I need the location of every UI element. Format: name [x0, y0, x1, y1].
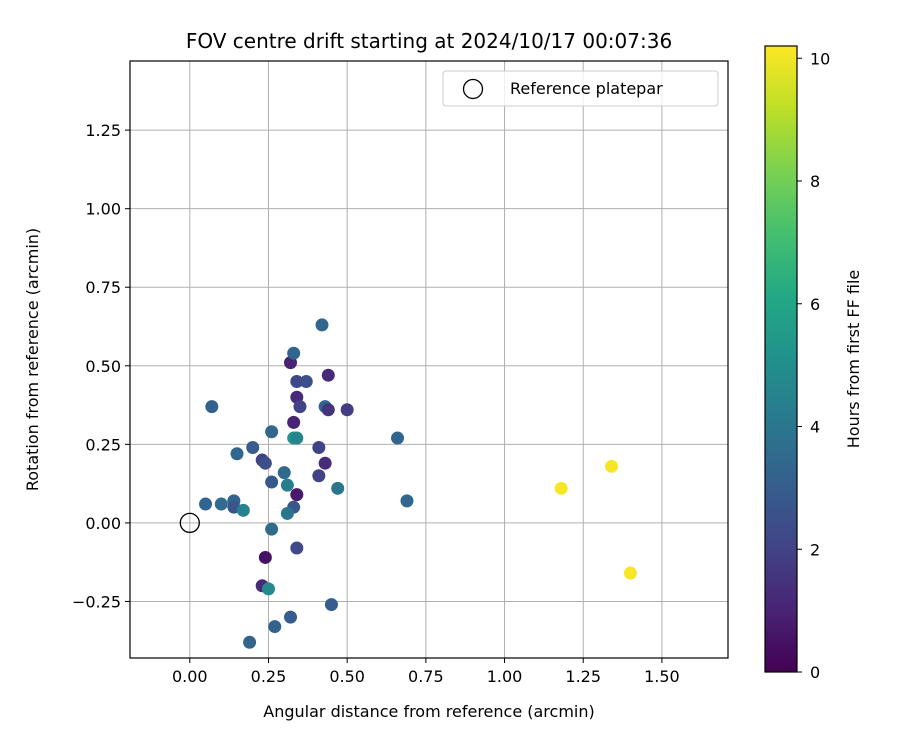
- scatter-point: [299, 374, 313, 388]
- scatter-point: [290, 541, 304, 555]
- colorbar: 0 2 4 6 8 10 Hours from first FF file: [764, 45, 863, 682]
- y-tick-label: −0.25: [72, 592, 121, 611]
- colorbar-tick-label: 10: [810, 49, 830, 68]
- scatter-point: [205, 400, 219, 414]
- y-tick-label: 1.00: [85, 200, 121, 219]
- x-tick-label: 0.50: [329, 667, 365, 686]
- chart-title: FOV centre drift starting at 2024/10/17 …: [186, 29, 672, 53]
- scatter-point: [214, 497, 228, 511]
- scatter-point: [236, 503, 250, 517]
- scatter-point: [554, 481, 568, 495]
- scatter-point: [258, 550, 272, 564]
- x-tick-label: 1.50: [644, 667, 680, 686]
- y-tick-label: 0.50: [85, 357, 121, 376]
- plot-frame: [129, 60, 729, 659]
- y-tick-label: 0.75: [85, 278, 121, 297]
- y-axis-label: Rotation from reference (arcmin): [23, 228, 42, 491]
- scatter-point: [290, 374, 304, 388]
- scatter-point: [246, 440, 260, 454]
- y-tick-label: 0.00: [85, 514, 121, 533]
- scatter-point: [324, 598, 338, 612]
- scatter-point: [280, 506, 294, 520]
- x-tick-label: 1.25: [565, 667, 601, 686]
- scatter-point: [265, 475, 279, 489]
- scatter-point: [321, 368, 335, 382]
- colorbar-tick-label: 4: [810, 418, 820, 437]
- scatter-point: [331, 481, 345, 495]
- x-tick-label: 0.00: [172, 667, 208, 686]
- scatter-point: [280, 478, 294, 492]
- scatter-point: [243, 635, 257, 649]
- scatter-point: [287, 415, 301, 429]
- scatter-point: [312, 469, 326, 483]
- colorbar-gradient: [764, 45, 798, 673]
- scatter-points: [179, 318, 637, 649]
- grid: [130, 61, 728, 658]
- colorbar-tick-label: 8: [810, 172, 820, 191]
- colorbar-tick-label: 2: [810, 540, 820, 559]
- scatter-point: [268, 620, 282, 634]
- colorbar-tick-label: 0: [810, 663, 820, 682]
- scatter-point: [321, 403, 335, 417]
- colorbar-label: Hours from first FF file: [844, 270, 863, 449]
- scatter-point: [284, 610, 298, 624]
- scatter-point: [290, 431, 304, 445]
- scatter-point: [265, 425, 279, 439]
- colorbar-tick-label: 6: [810, 295, 820, 314]
- colorbar-ticks: 0 2 4 6 8 10: [797, 49, 830, 682]
- scatter-point: [315, 318, 329, 332]
- x-axis-ticks: 0.00 0.25 0.50 0.75 1.00 1.25 1.50: [172, 658, 680, 686]
- x-tick-label: 1.00: [487, 667, 523, 686]
- scatter-point: [290, 488, 304, 502]
- scatter-point: [312, 440, 326, 454]
- legend-marker-reference: [462, 78, 484, 100]
- scatter-point: [293, 400, 307, 414]
- scatter-point: [258, 456, 272, 470]
- scatter-point: [605, 459, 619, 473]
- x-tick-label: 0.25: [251, 667, 287, 686]
- scatter-point: [340, 403, 354, 417]
- y-tick-label: 0.25: [85, 435, 121, 454]
- scatter-point: [287, 346, 301, 360]
- x-axis-label: Angular distance from reference (arcmin): [263, 702, 594, 721]
- y-tick-label: 1.25: [85, 121, 121, 140]
- scatter-point: [265, 522, 279, 536]
- scatter-point: [623, 566, 637, 580]
- scatter-point: [318, 456, 332, 470]
- legend-entry-reference: Reference platepar: [510, 79, 663, 98]
- scatter-point: [230, 447, 244, 461]
- scatter-point: [391, 431, 405, 445]
- scatter-point: [199, 497, 213, 511]
- scatter-point: [277, 466, 291, 480]
- scatter-point: [261, 582, 275, 596]
- x-tick-label: 0.75: [408, 667, 444, 686]
- legend: Reference platepar: [442, 70, 719, 107]
- y-axis-ticks: −0.25 0.00 0.25 0.50 0.75 1.00 1.25: [72, 121, 130, 611]
- legend-box: [442, 70, 719, 107]
- scatter-point: [400, 494, 414, 508]
- reference-marker: [179, 512, 200, 534]
